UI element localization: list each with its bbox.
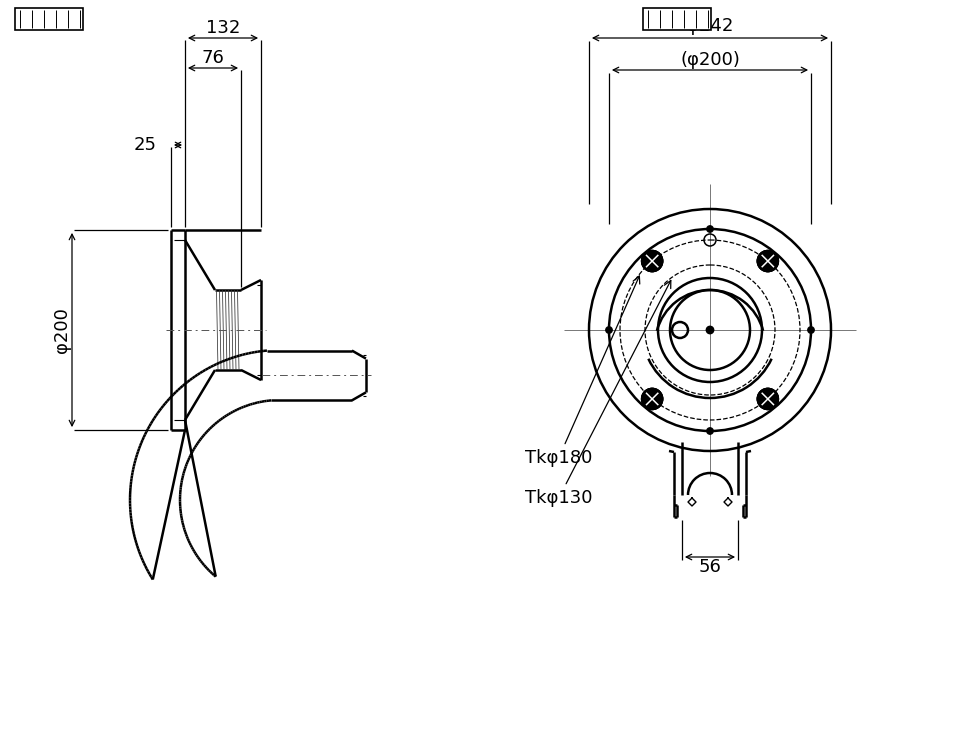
Circle shape	[758, 389, 777, 409]
Circle shape	[707, 428, 713, 434]
Text: Tkφ180: Tkφ180	[525, 276, 640, 467]
Circle shape	[642, 251, 662, 271]
Circle shape	[642, 251, 662, 271]
Circle shape	[606, 327, 612, 333]
Bar	[15, 8, 83, 30]
Circle shape	[758, 251, 777, 271]
Circle shape	[642, 389, 662, 409]
Text: φ200: φ200	[53, 307, 71, 353]
Text: Tkφ130: Tkφ130	[525, 280, 671, 507]
Bar	[643, 8, 711, 30]
Circle shape	[707, 326, 714, 334]
Circle shape	[758, 251, 777, 271]
Circle shape	[642, 389, 662, 409]
Text: 56: 56	[698, 558, 721, 576]
Circle shape	[808, 327, 814, 333]
Text: (φ200): (φ200)	[680, 51, 740, 69]
Text: 25: 25	[134, 136, 157, 154]
Circle shape	[758, 389, 777, 409]
Circle shape	[707, 226, 713, 232]
Text: 132: 132	[206, 19, 240, 37]
Text: φ242: φ242	[687, 17, 733, 35]
Text: 76: 76	[201, 49, 224, 67]
